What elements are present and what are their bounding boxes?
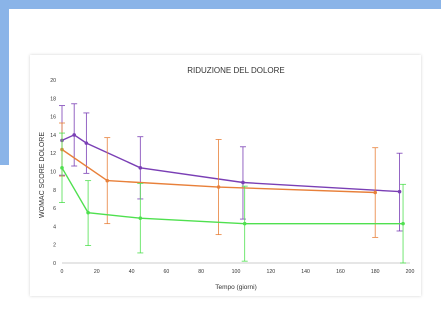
data-point bbox=[86, 210, 90, 215]
data-point bbox=[397, 189, 402, 194]
data-point bbox=[373, 190, 378, 195]
series-line bbox=[61, 148, 376, 194]
y-tick-label: 2 bbox=[53, 243, 56, 249]
series-3 bbox=[59, 132, 407, 264]
y-axis-label: WOMAC SCORE DOLORE bbox=[39, 132, 46, 218]
y-tick-label: 8 bbox=[53, 188, 56, 194]
y-tick-label: 4 bbox=[53, 224, 56, 230]
x-tick-label: 200 bbox=[406, 269, 415, 275]
data-point bbox=[241, 180, 245, 185]
data-point bbox=[60, 166, 64, 170]
data-point bbox=[138, 216, 143, 220]
series-1 bbox=[59, 103, 403, 232]
y-tick-label: 16 bbox=[50, 115, 56, 121]
left-accent-bar bbox=[0, 0, 9, 165]
series-2 bbox=[59, 122, 379, 238]
data-point bbox=[138, 166, 143, 170]
pain-reduction-chart: RIDUZIONE DEL DOLORE WOMAC SCORE DOLORE … bbox=[39, 66, 414, 291]
top-accent-bar bbox=[0, 0, 441, 9]
y-tick-label: 12 bbox=[50, 151, 56, 157]
x-tick-label: 60 bbox=[164, 269, 170, 275]
x-tick-label: 80 bbox=[198, 269, 204, 275]
series-line bbox=[61, 134, 400, 193]
x-tick-label: 100 bbox=[232, 269, 241, 275]
x-tick-label: 0 bbox=[61, 269, 64, 275]
x-tick-label: 160 bbox=[336, 269, 345, 275]
data-point bbox=[105, 178, 110, 183]
series-layer bbox=[59, 103, 407, 264]
x-tick-label: 180 bbox=[371, 269, 380, 275]
chart-container: RIDUZIONE DEL DOLORE WOMAC SCORE DOLORE … bbox=[30, 55, 421, 296]
x-axis-label: Tempo (giorni) bbox=[215, 284, 257, 291]
series-line bbox=[61, 167, 403, 225]
data-point bbox=[401, 221, 405, 226]
data-point bbox=[216, 185, 221, 189]
y-tick-label: 10 bbox=[50, 170, 56, 176]
data-point bbox=[84, 141, 89, 145]
data-point bbox=[72, 133, 76, 137]
data-point bbox=[242, 221, 247, 226]
x-tick-label: 20 bbox=[94, 269, 100, 275]
y-tick-label: 20 bbox=[50, 78, 56, 84]
x-tick-label: 120 bbox=[266, 269, 275, 275]
y-tick-label: 0 bbox=[53, 261, 56, 267]
y-tick-label: 18 bbox=[50, 96, 56, 102]
y-tick-label: 14 bbox=[50, 133, 56, 139]
chart-title: RIDUZIONE DEL DOLORE bbox=[187, 66, 285, 75]
y-tick-label: 6 bbox=[53, 206, 56, 212]
x-tick-label: 40 bbox=[129, 269, 135, 275]
x-tick-label: 140 bbox=[301, 269, 310, 275]
